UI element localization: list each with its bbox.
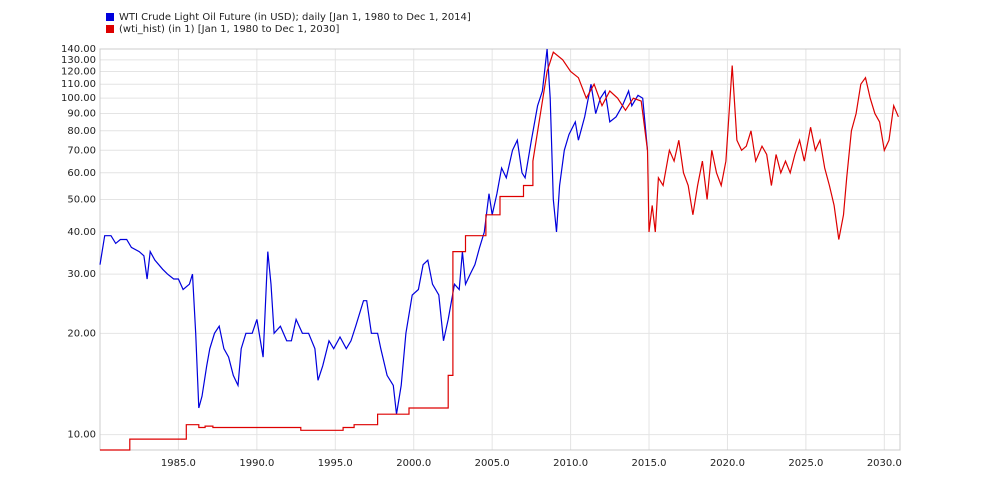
y-tick-label: 30.00	[67, 269, 96, 280]
x-tick-label: 1990.0	[239, 458, 274, 469]
y-tick-label: 10.00	[67, 430, 96, 441]
y-tick-label: 110.00	[61, 79, 96, 90]
y-tick-label: 50.00	[67, 194, 96, 205]
y-tick-label: 100.00	[61, 93, 96, 104]
plot-border	[99, 48, 901, 451]
y-tick-label: 70.00	[67, 145, 96, 156]
x-tick-label: 2025.0	[788, 458, 823, 469]
series-line	[100, 51, 899, 451]
y-tick-label: 130.00	[61, 55, 96, 66]
series-line	[99, 48, 649, 415]
y-tick-label: 140.00	[61, 44, 96, 55]
x-tick-label: 2010.0	[553, 458, 588, 469]
x-tick-label: 1985.0	[161, 458, 196, 469]
y-tick-label: 40.00	[67, 227, 96, 238]
y-tick-label: 120.00	[61, 67, 96, 78]
legend-swatch	[106, 13, 114, 21]
legend-label: WTI Crude Light Oil Future (in USD); dai…	[119, 12, 471, 23]
x-tick-label: 2030.0	[867, 458, 902, 469]
legend-label: (wti_hist) (in 1) [Jan 1, 1980 to Dec 1,…	[119, 24, 340, 35]
x-tick-label: 2000.0	[396, 458, 431, 469]
y-tick-label: 20.00	[67, 328, 96, 339]
x-tick-label: 2015.0	[632, 458, 667, 469]
y-tick-label: 60.00	[67, 168, 96, 179]
y-tick-label: 90.00	[67, 109, 96, 120]
legend-swatch	[106, 25, 114, 33]
x-tick-label: 1995.0	[318, 458, 353, 469]
y-tick-label: 80.00	[67, 126, 96, 137]
x-tick-label: 2005.0	[475, 458, 510, 469]
x-tick-label: 2020.0	[710, 458, 745, 469]
